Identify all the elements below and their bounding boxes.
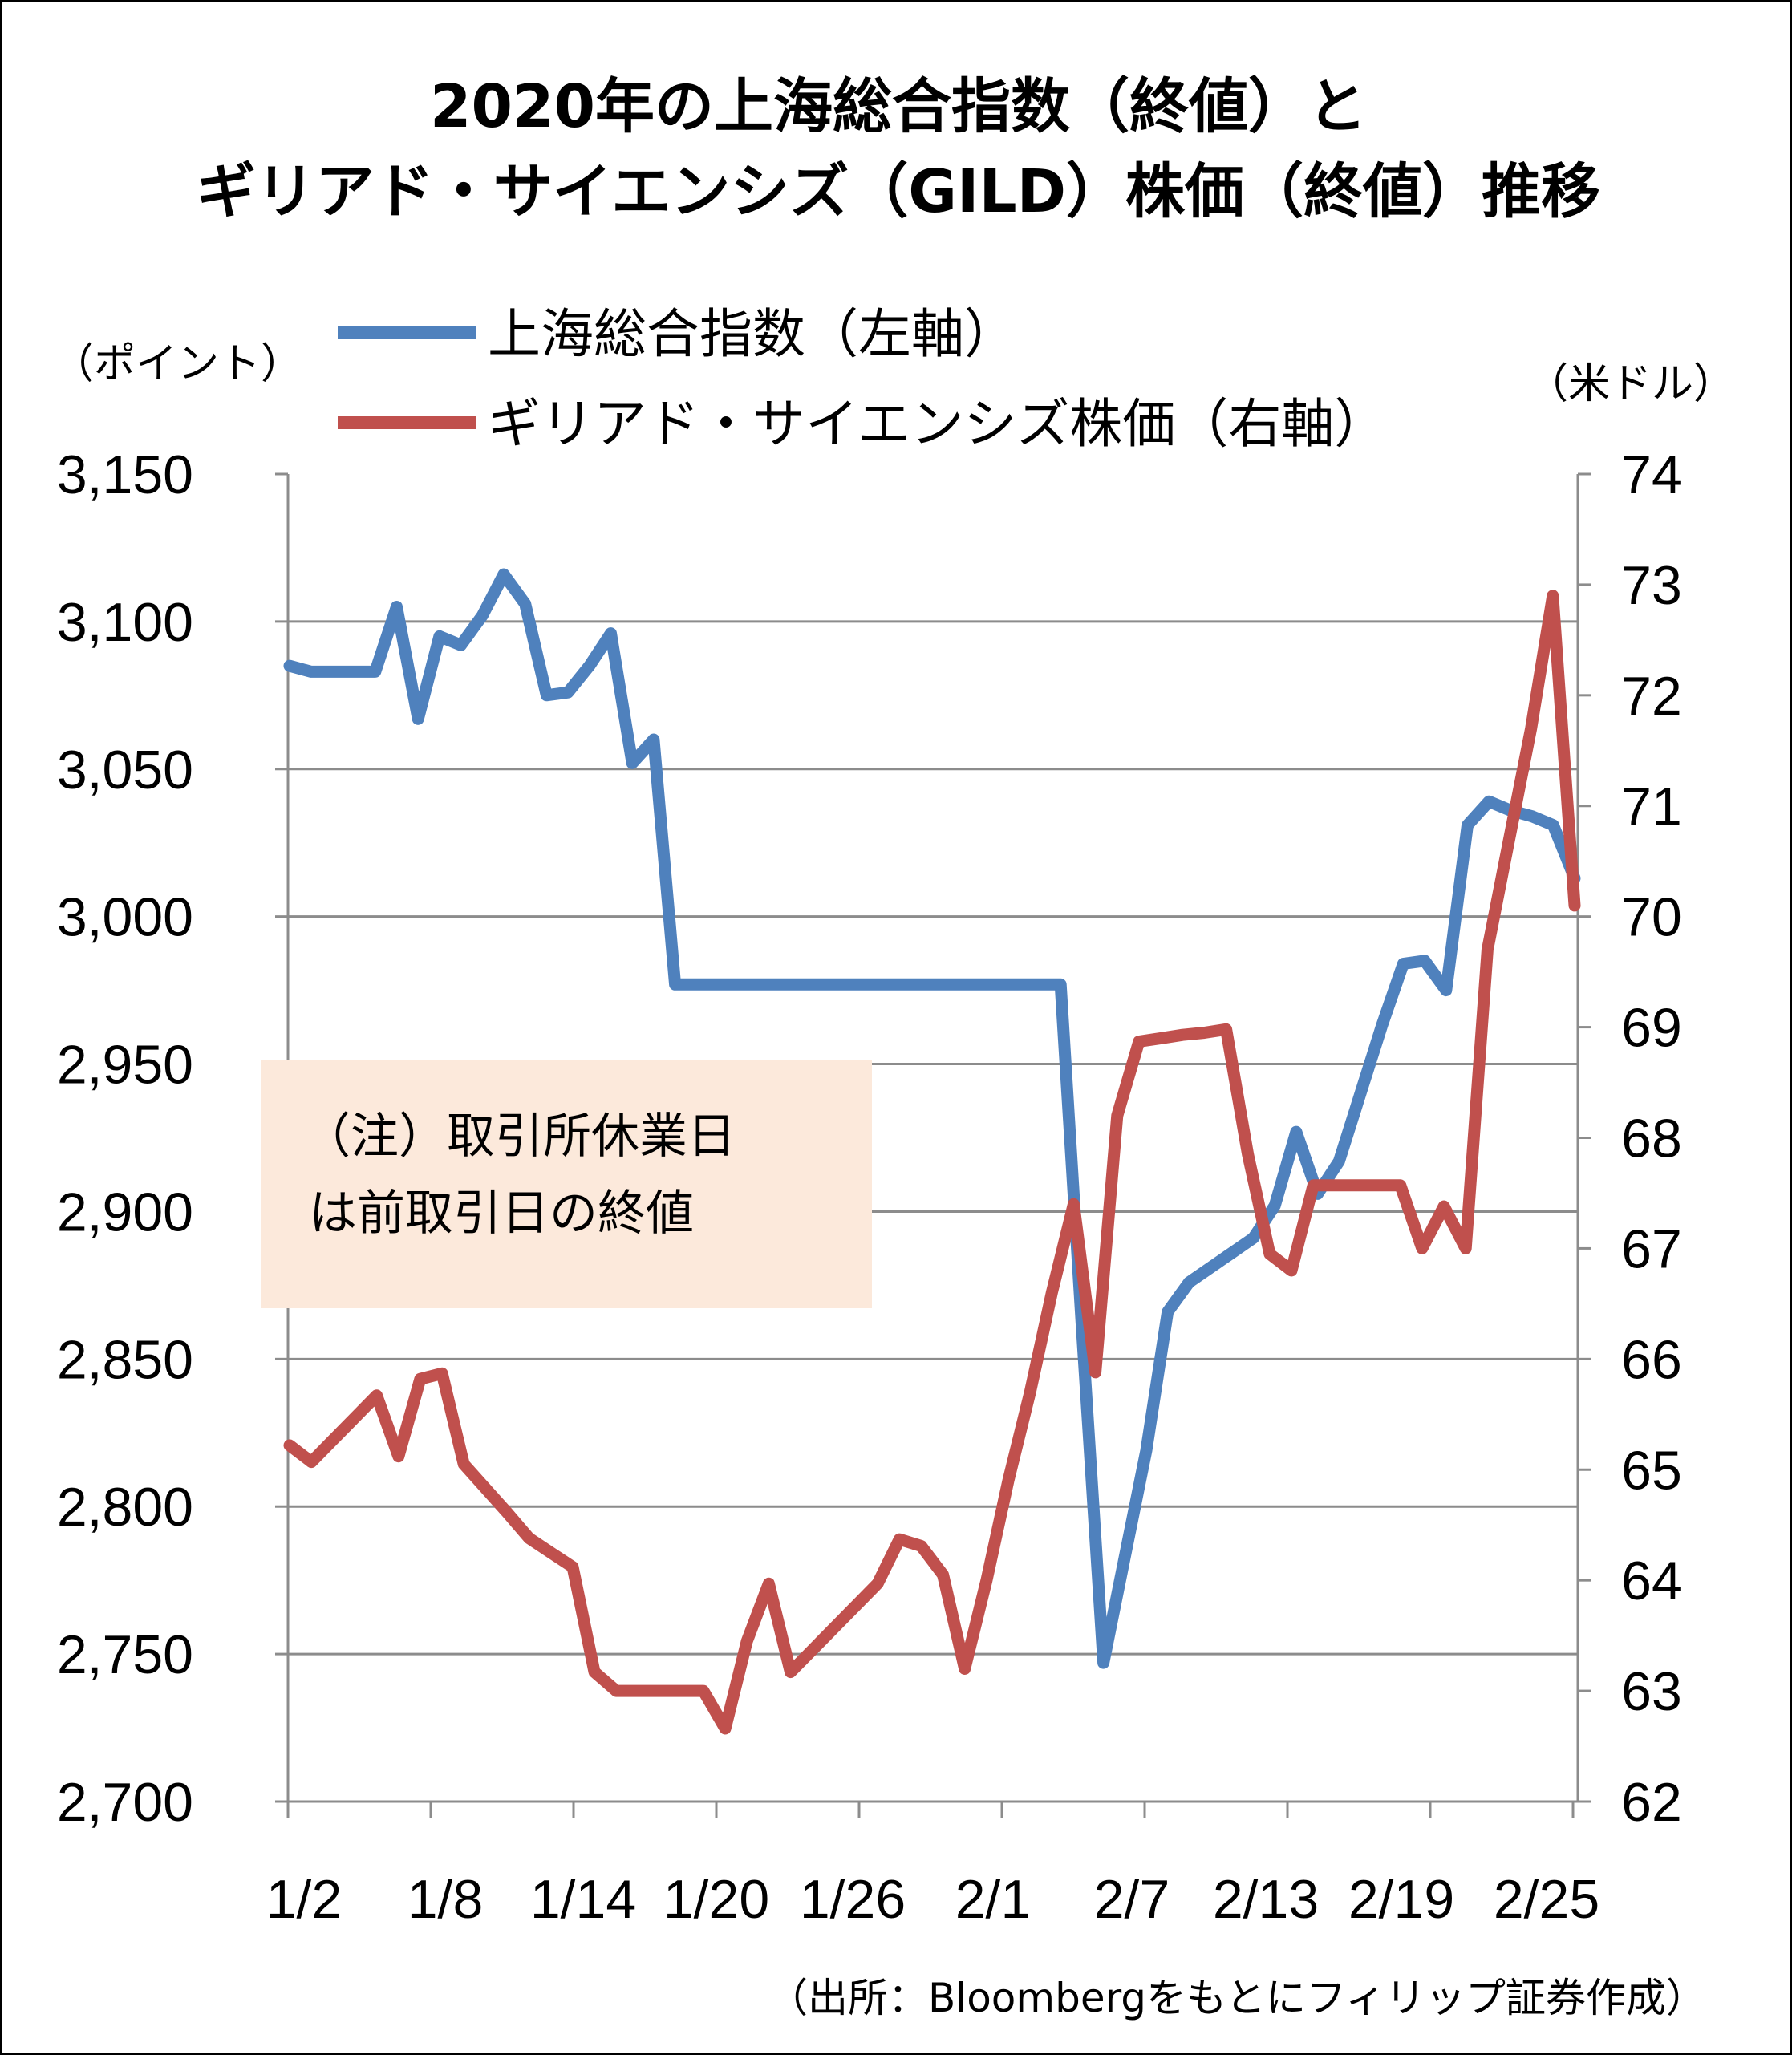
x-axis-tick-label: 2/19 [1348,1869,1454,1930]
x-axis-tick-label: 1/14 [530,1869,636,1930]
right-axis-tick-label: 74 [1621,444,1682,505]
x-axis-tick-label: 2/13 [1213,1869,1319,1930]
legend-label-gilead: ギリアド・サイエンシズ株価（右軸） [488,393,1387,455]
left-axis-tick-label: 2,900 [57,1182,193,1242]
right-axis-tick-label: 69 [1621,998,1682,1059]
legend: 上海総合指数（左軸） ギリアド・サイエンシズ株価（右軸） [338,303,1387,455]
right-axis-unit: （米ドル） [1526,360,1735,408]
right-axis-tick-label: 71 [1621,776,1682,837]
source-note: （出所：Bloombergをもとにフィリップ証券作成） [768,1975,1706,2021]
x-axis-tick-label: 1/26 [800,1869,906,1930]
legend-label-shanghai: 上海総合指数（左軸） [488,303,1017,365]
right-axis-tick-label: 68 [1621,1109,1682,1169]
x-axis-tick-label: 2/7 [1094,1869,1170,1930]
left-axis-tick-label: 3,150 [57,444,193,505]
series-line-shanghai [283,568,1581,1669]
right-axis-tick-label: 72 [1621,666,1682,727]
x-axis-tick-label: 1/2 [266,1869,343,1930]
left-axis-tick-label: 2,950 [57,1035,193,1096]
right-axis-tick-label: 62 [1621,1772,1682,1833]
left-axis-tick-label: 2,750 [57,1624,193,1685]
x-axis-tick-label: 2/25 [1494,1869,1599,1930]
right-axis-tick-label: 64 [1621,1550,1682,1611]
left-axis-tick-label: 2,700 [57,1772,193,1833]
left-axis-unit: （ポイント） [52,340,302,388]
left-axis-tick-label: 2,800 [57,1477,193,1538]
left-axis-tick-label: 3,000 [57,887,193,948]
chart-title-line1: 2020年の上海総合指数（終値）と [430,72,1367,141]
left-axis-tick-label: 2,850 [57,1329,193,1390]
x-axis-tick-label: 1/8 [407,1869,484,1930]
right-axis-tick-label: 66 [1621,1329,1682,1390]
right-axis-tick-label: 73 [1621,555,1682,616]
right-axis-tick-label: 70 [1621,887,1682,948]
left-axis-tick-label: 3,100 [57,592,193,653]
note-line-2: は前取引日の終値 [309,1186,694,1242]
x-axis-tick-label: 1/20 [663,1869,769,1930]
left-axis-tick-label: 3,050 [57,740,193,801]
tick-labels: 3,150 3,100 3,050 3,000 2,950 2,900 2,850 2,800… [57,444,1682,1930]
note-line-1: （注）取引所休業日 [302,1109,736,1165]
right-axis-tick-label: 65 [1621,1440,1682,1501]
right-axis-tick-label: 63 [1621,1661,1682,1722]
series-line-gilead [283,590,1581,1735]
series-lines [283,568,1581,1735]
chart-title-line2: ギリアド・サイエンシズ（GILD）株価（終値）推移 [196,157,1601,226]
note-box: （注）取引所休業日 は前取引日の終値 [261,1060,872,1308]
right-axis-tick-label: 67 [1621,1218,1682,1279]
x-axis-tick-label: 2/1 [955,1869,1032,1930]
